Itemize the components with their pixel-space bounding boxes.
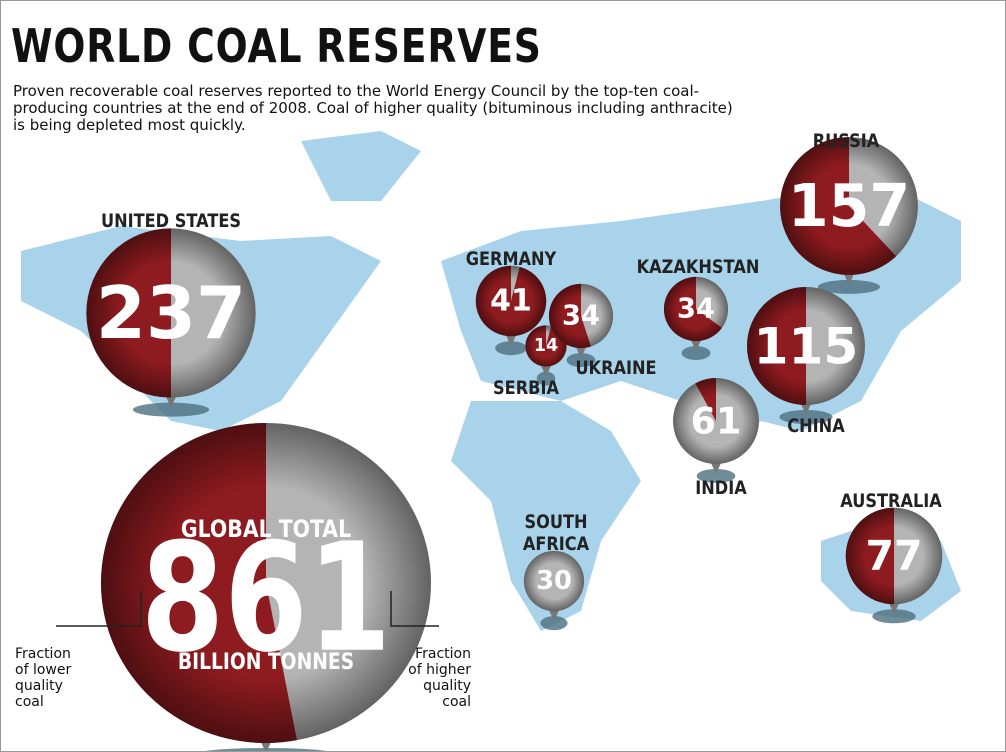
pin-shadow (540, 616, 568, 631)
pie-shade (845, 507, 943, 605)
pin-shadow (536, 371, 556, 386)
pin (800, 401, 812, 415)
pin (690, 338, 702, 352)
pin-shadow (872, 609, 916, 624)
pin-shadow (817, 279, 881, 294)
legend-bracket (56, 591, 142, 627)
country-label: AUSTRALIA (840, 490, 942, 512)
country-label: CHINA (787, 415, 845, 437)
pin (575, 345, 587, 359)
pie-value: 157 (788, 172, 910, 240)
pin-shadow (132, 402, 210, 417)
title: WORLD COAL RESERVES (11, 19, 542, 73)
pie-shade (548, 283, 614, 349)
pie-shade (673, 378, 759, 464)
pie-value: 14 (534, 336, 558, 356)
country-label: UKRAINE (575, 357, 657, 379)
pie-value: 34 (562, 301, 600, 332)
legend-lower: Fraction of lower quality coal (15, 646, 72, 710)
pie-shade (475, 265, 547, 337)
pin-shadow (681, 346, 711, 361)
pie-value: 115 (754, 317, 859, 376)
total-label: GLOBAL TOTAL (180, 515, 352, 543)
pin-shadow (696, 468, 736, 483)
pie-shade (747, 287, 865, 405)
pie-value: 41 (490, 284, 532, 319)
country-label: GERMANY (465, 248, 557, 270)
pin-shadow (495, 341, 527, 356)
pin (540, 363, 552, 377)
pie-value: 61 (691, 400, 742, 443)
pie-shade (86, 228, 256, 398)
pie-value: 77 (865, 532, 922, 580)
pie-shade (663, 276, 729, 342)
pin (710, 460, 722, 474)
pin (165, 394, 177, 408)
total-value: 861 (141, 512, 391, 686)
country-label: SERBIA (493, 377, 559, 399)
legend-higher: Fraction of higher quality coal (408, 646, 471, 710)
country-label: RUSSIA (812, 130, 880, 152)
country-label: INDIA (695, 477, 747, 499)
pin (548, 608, 560, 622)
pie-value: 30 (536, 566, 572, 596)
country-label: KAZAKHSTAN (636, 256, 760, 278)
subtitle: Proven recoverable coal reserves reporte… (13, 82, 733, 134)
legend-bracket (390, 591, 439, 627)
unit-label: BILLION TONNES (177, 650, 355, 675)
pie-shade (523, 550, 585, 612)
pie-value: 237 (96, 271, 246, 355)
country-label: UNITED STATES (100, 210, 242, 232)
pin-shadow (566, 353, 596, 368)
pie-shade (101, 423, 431, 743)
pin (843, 271, 855, 285)
pie-shade (780, 137, 918, 275)
country-label: SOUTH AFRICA (522, 511, 590, 555)
pin (888, 601, 900, 615)
pie-value: 34 (677, 294, 715, 325)
pin-shadow (779, 409, 833, 424)
pin (505, 333, 517, 347)
